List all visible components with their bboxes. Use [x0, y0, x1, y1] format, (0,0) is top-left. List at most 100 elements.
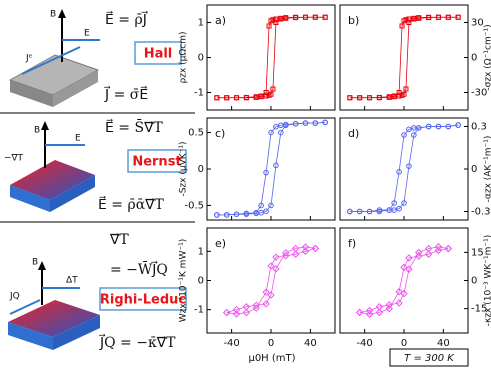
series-line: [349, 16, 459, 99]
panel-label: f): [348, 237, 356, 250]
arrow: [38, 261, 46, 270]
y-tick-label: 0: [198, 164, 204, 175]
equation: = −W̄J⃗Q: [110, 260, 168, 278]
marker: [376, 94, 382, 100]
arrow: [21, 46, 81, 75]
marker: [399, 23, 405, 29]
marker: [415, 252, 423, 260]
series-line: [226, 246, 316, 313]
effect: Hall: [144, 47, 173, 62]
marker: [267, 291, 275, 299]
effect-box: [127, 149, 187, 173]
marker: [214, 95, 220, 101]
panel-label: e): [215, 237, 226, 250]
label: JQ: [9, 292, 20, 302]
y-tick-label: -30: [471, 88, 487, 99]
marker: [426, 14, 432, 20]
marker: [434, 246, 443, 255]
series-line: [359, 246, 449, 313]
marker: [312, 120, 319, 126]
label: B: [32, 258, 38, 268]
marker: [242, 308, 251, 317]
y-axis-label: -Szx (μVK⁻¹): [179, 141, 189, 196]
slab: [8, 322, 53, 350]
effect: Righi-Leduc: [100, 293, 186, 308]
x-tick-label: 0: [268, 338, 274, 349]
marker: [258, 93, 264, 99]
note: T = 300 K: [404, 353, 455, 364]
marker: [386, 207, 393, 213]
marker: [391, 200, 397, 206]
marker: [424, 250, 433, 258]
marker: [367, 95, 373, 101]
y-tick-label: -0.3: [471, 207, 491, 218]
marker: [401, 200, 407, 206]
marker: [415, 248, 423, 257]
series-line: [216, 16, 326, 99]
marker: [301, 243, 310, 251]
marker: [416, 15, 422, 21]
plot-frame: [206, 227, 336, 334]
slab: [10, 80, 53, 107]
marker: [405, 265, 413, 273]
plot-frame: [339, 227, 469, 334]
y-tick-label: 0: [198, 53, 204, 64]
equation: E⃗ = S̄∇⃗T: [105, 118, 163, 136]
marker: [233, 211, 240, 217]
marker: [263, 90, 269, 95]
note-box: [389, 348, 469, 367]
equation: J⃗ = σ̄E⃗: [104, 85, 149, 103]
marker: [395, 288, 403, 296]
y-tick-label: -1: [194, 305, 204, 316]
y-tick-label: 1: [198, 18, 204, 29]
marker: [268, 91, 274, 97]
marker: [396, 169, 402, 175]
marker: [270, 17, 276, 23]
marker: [322, 119, 328, 126]
equation: ∇⃗T: [109, 232, 129, 248]
marker: [445, 123, 452, 130]
marker: [224, 95, 230, 101]
marker: [396, 205, 402, 212]
marker: [365, 306, 374, 315]
marker: [266, 23, 272, 29]
marker: [258, 202, 264, 209]
marker: [405, 254, 413, 262]
marker: [415, 125, 422, 131]
marker: [445, 14, 451, 20]
label: E: [84, 29, 90, 39]
marker: [283, 15, 289, 21]
equation: J⃗Q = −κ̄∇⃗T: [99, 333, 177, 351]
series-line: [216, 121, 326, 216]
marker: [366, 208, 373, 215]
y-tick-label: 0: [471, 53, 477, 64]
marker: [268, 129, 274, 136]
label: B: [34, 126, 40, 136]
marker: [262, 288, 270, 296]
y-tick-label: -0.5: [184, 200, 204, 211]
marker: [403, 17, 409, 23]
slab: [10, 185, 50, 212]
marker: [262, 300, 270, 308]
marker: [268, 202, 274, 209]
marker: [302, 120, 309, 126]
x-tick-label: -40: [223, 338, 239, 349]
marker: [234, 95, 240, 101]
marker: [365, 310, 374, 318]
marker: [232, 310, 241, 318]
marker: [322, 14, 328, 20]
marker: [292, 121, 299, 127]
marker: [253, 209, 260, 216]
marker: [355, 308, 364, 317]
y-tick-label: 0: [471, 276, 477, 287]
marker: [401, 132, 407, 138]
marker: [455, 14, 461, 20]
arrow: [9, 299, 41, 315]
x-tick-label: 0: [401, 338, 407, 349]
marker: [263, 169, 269, 176]
marker: [411, 132, 417, 138]
y-tick-label: -1: [194, 88, 204, 99]
y-axis-label: Wzx (10⁻¹K mW⁻¹): [179, 239, 189, 322]
y-axis-label: -αzx (AK⁻¹m⁻¹): [484, 136, 491, 203]
